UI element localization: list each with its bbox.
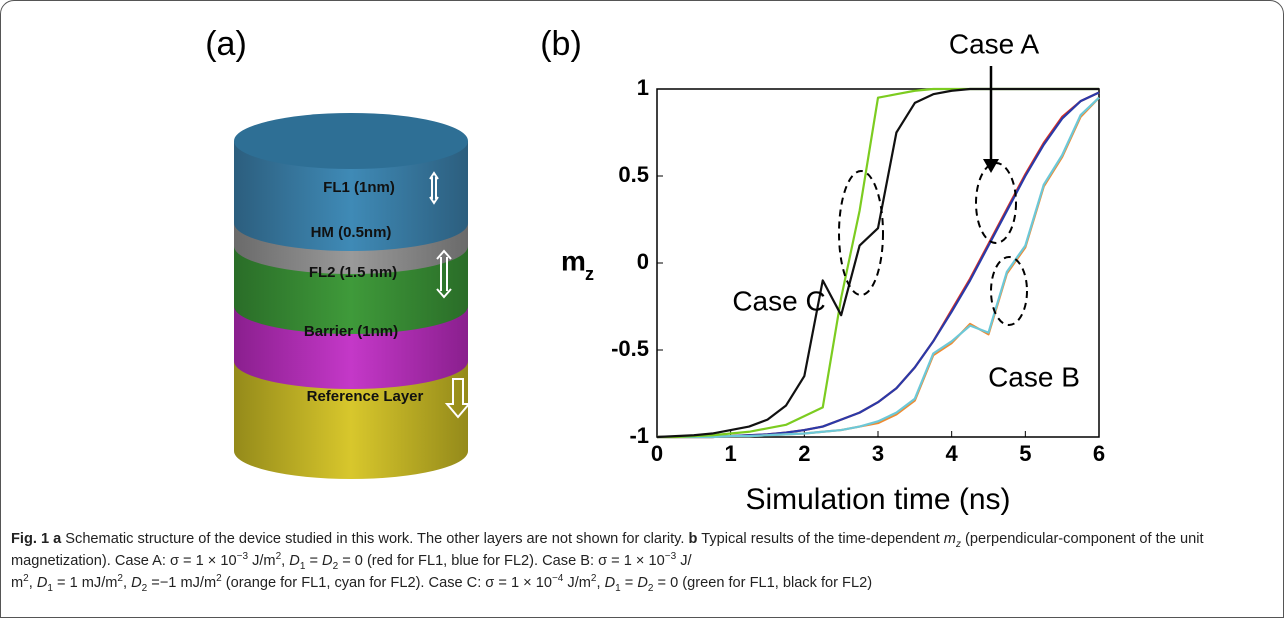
chart: -1 -0.5 0 0.5 1 0 1 2 3 4 5 6 Simulation time (ns) m z (561, 75, 1105, 516)
caption-run: m (11, 575, 24, 591)
caption-run: b (688, 531, 698, 547)
caption-run: D (289, 553, 300, 569)
y-tick-label: 0 (637, 249, 649, 274)
figure-graphics: FL1 (1nm) HM (0.5nm) FL2 (1.5 nm) Barrie… (205, 25, 1105, 516)
caption-run: 1 (299, 560, 306, 572)
caption-run: (perpendicular-component of the unit mag… (11, 531, 1204, 569)
y-tick-label: -1 (629, 423, 649, 448)
caption-run: 1 (47, 582, 53, 594)
caption-run: , (281, 553, 290, 569)
caption-run: (orange for FL1, cyan for FL2). Case C: … (221, 575, 552, 591)
spin-arrows (429, 171, 472, 419)
caption-run: −3 (236, 551, 249, 563)
caption-run: J/m (563, 575, 591, 591)
caption-run: −3 (664, 551, 677, 563)
caption-run: , (122, 575, 132, 591)
caption-run: m (943, 531, 956, 547)
annotation: Case A (949, 28, 1040, 59)
x-tick-label: 5 (1019, 441, 1031, 466)
caption-run: 2 (216, 573, 222, 585)
caption-run: D (322, 553, 333, 569)
x-tick-label: 1 (725, 441, 737, 466)
caption-run: 2 (117, 573, 123, 585)
x-axis-label: Simulation time (ns) (745, 483, 1010, 516)
arrow-head (983, 159, 999, 173)
layer-label: Reference Layer (307, 388, 424, 405)
caption-run: 1 (615, 582, 621, 594)
caption-run: = 0 (red for FL1, blue for FL2). Case B:… (338, 553, 665, 569)
caption-run: = 0 (green for FL1, black for FL2) (653, 575, 873, 591)
y-tick-label: 1 (637, 75, 649, 100)
x-tick-label: 6 (1093, 441, 1105, 466)
caption-run: D (36, 575, 48, 591)
caption-run: = (620, 575, 638, 591)
caption-run: a (53, 531, 62, 547)
panel-label: (b) (540, 25, 582, 63)
caption-run: 2 (275, 551, 282, 563)
caption-run: 2 (332, 560, 339, 572)
series-line (657, 96, 1100, 439)
y-axis-label-sub: z (585, 264, 594, 284)
caption-run: 2 (647, 582, 654, 594)
x-tick-label: 4 (946, 441, 959, 466)
caption-run: Fig. 1 (11, 531, 50, 547)
dashed-ellipses (838, 162, 1028, 326)
caption-run: 2 (141, 582, 148, 594)
caption-run: D (131, 575, 142, 591)
caption-run: D (637, 575, 648, 591)
caption-run: = (305, 553, 323, 569)
layer-label: Barrier (1nm) (304, 323, 398, 340)
layer-label: FL1 (1nm) (323, 179, 395, 196)
annotation: Case C (732, 285, 825, 316)
plot-frame (656, 88, 1100, 438)
series-line (656, 87, 1099, 439)
y-axis-label: m (561, 245, 586, 276)
layer-label: FL2 (1.5 nm) (309, 264, 397, 281)
cylinder (234, 113, 468, 479)
caption-run: 2 (23, 573, 29, 585)
x-tick-label: 3 (872, 441, 884, 466)
caption-run: J/m (248, 553, 276, 569)
caption-run: , (596, 575, 605, 591)
annotation: Case B (988, 361, 1080, 392)
panel-label: (a) (205, 25, 247, 63)
caption-run: J/ (676, 553, 692, 569)
x-tick-label: 2 (798, 441, 810, 466)
caption-run: , (28, 575, 37, 591)
caption-run: 2 (590, 573, 597, 585)
caption-run: Schematic structure of the device studie… (61, 531, 689, 547)
y-tick-label: 0.5 (618, 162, 649, 187)
caption-run: D (604, 575, 616, 591)
caption-run: z (955, 538, 961, 550)
layer-label: HM (0.5nm) (311, 224, 392, 241)
y-tick-label: -0.5 (611, 336, 649, 361)
caption-run: Typical results of the time-dependent (697, 531, 944, 547)
caption-run: =−1 mJ/m (147, 575, 217, 591)
caption-run: = 1 mJ/m (52, 575, 118, 591)
caption-run: −4 (551, 573, 564, 585)
x-tick-label: 0 (651, 441, 663, 466)
